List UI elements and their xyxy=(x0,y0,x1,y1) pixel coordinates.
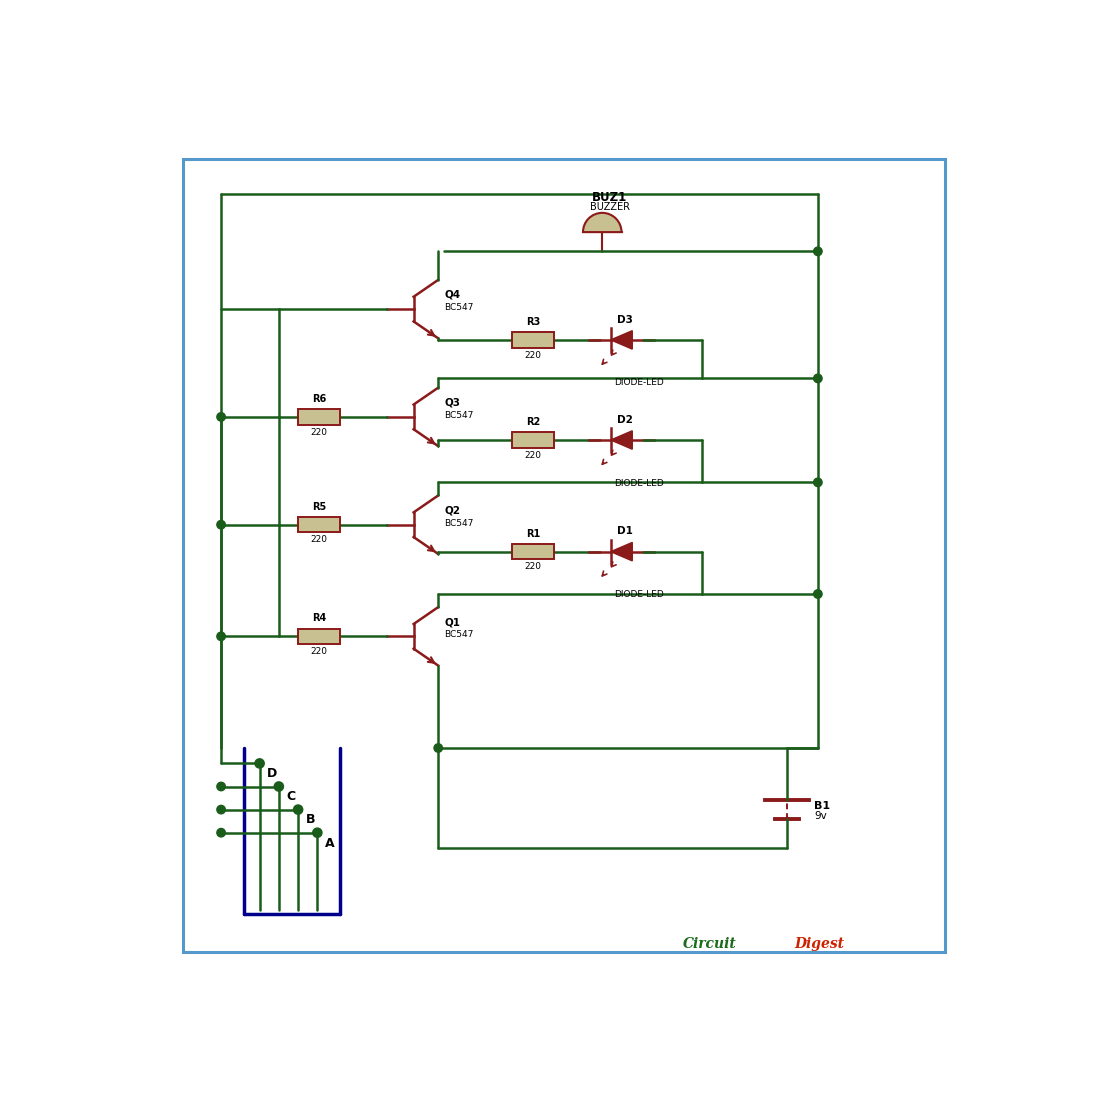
Text: DIODE-LED: DIODE-LED xyxy=(615,478,664,487)
FancyBboxPatch shape xyxy=(512,432,554,448)
Polygon shape xyxy=(610,542,632,561)
Text: B1: B1 xyxy=(814,801,830,811)
Text: BC547: BC547 xyxy=(444,518,474,528)
Text: R1: R1 xyxy=(526,529,540,539)
Polygon shape xyxy=(610,431,632,449)
Text: BC547: BC547 xyxy=(444,630,474,639)
Text: Q1: Q1 xyxy=(444,617,461,627)
FancyBboxPatch shape xyxy=(512,544,554,559)
Text: D3: D3 xyxy=(617,315,634,324)
Text: R5: R5 xyxy=(312,502,327,512)
Circle shape xyxy=(814,478,822,486)
Circle shape xyxy=(217,412,226,421)
Text: Q2: Q2 xyxy=(444,506,461,516)
FancyBboxPatch shape xyxy=(183,160,945,953)
Text: R3: R3 xyxy=(526,317,540,327)
Text: BC547: BC547 xyxy=(444,302,474,312)
FancyBboxPatch shape xyxy=(298,409,341,425)
Text: 220: 220 xyxy=(525,562,541,571)
Text: R4: R4 xyxy=(312,614,327,624)
Text: R2: R2 xyxy=(526,417,540,427)
Circle shape xyxy=(814,374,822,383)
Text: Circuit: Circuit xyxy=(683,937,737,952)
Text: 220: 220 xyxy=(311,536,328,544)
Text: R6: R6 xyxy=(312,394,327,404)
Text: Q4: Q4 xyxy=(444,290,461,300)
Circle shape xyxy=(217,520,226,529)
Text: BC547: BC547 xyxy=(444,410,474,420)
Text: Digest: Digest xyxy=(795,937,845,952)
Circle shape xyxy=(217,828,226,837)
Circle shape xyxy=(274,782,284,791)
Circle shape xyxy=(217,805,226,814)
Text: D1: D1 xyxy=(617,526,634,537)
FancyBboxPatch shape xyxy=(512,332,554,348)
Wedge shape xyxy=(583,212,621,232)
Circle shape xyxy=(434,744,442,752)
Text: Q3: Q3 xyxy=(444,398,461,408)
Polygon shape xyxy=(610,331,632,349)
Text: D: D xyxy=(267,768,277,780)
Text: B: B xyxy=(306,814,316,826)
Circle shape xyxy=(255,759,264,768)
Text: C: C xyxy=(286,790,296,803)
Text: 220: 220 xyxy=(525,451,541,460)
Circle shape xyxy=(294,805,302,814)
Text: DIODE-LED: DIODE-LED xyxy=(615,590,664,600)
FancyBboxPatch shape xyxy=(298,629,341,645)
Text: A: A xyxy=(326,836,334,849)
Circle shape xyxy=(312,828,322,837)
Text: BUZZER: BUZZER xyxy=(590,202,630,212)
Text: DIODE-LED: DIODE-LED xyxy=(615,378,664,387)
Circle shape xyxy=(814,590,822,598)
Text: BUZ1: BUZ1 xyxy=(592,190,628,204)
Text: 9v: 9v xyxy=(814,811,827,821)
Circle shape xyxy=(217,632,226,640)
Circle shape xyxy=(217,782,226,791)
Circle shape xyxy=(814,248,822,255)
Text: 220: 220 xyxy=(525,351,541,360)
Text: D2: D2 xyxy=(617,415,634,425)
FancyBboxPatch shape xyxy=(298,517,341,532)
Text: 220: 220 xyxy=(311,647,328,656)
Text: 220: 220 xyxy=(311,428,328,437)
